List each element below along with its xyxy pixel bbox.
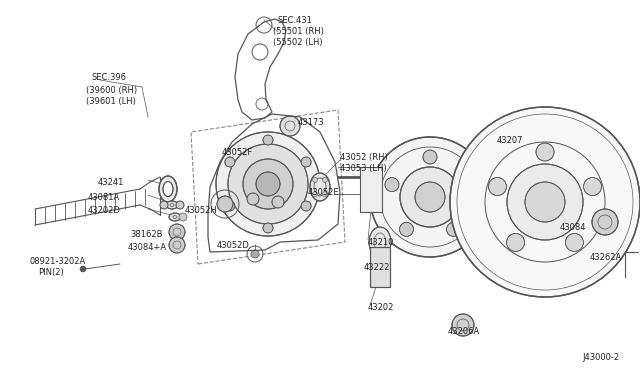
Circle shape — [247, 193, 259, 205]
Circle shape — [507, 234, 525, 251]
Text: 43206A: 43206A — [448, 327, 480, 337]
Ellipse shape — [312, 192, 317, 196]
Text: (39600 (RH): (39600 (RH) — [86, 86, 137, 94]
Circle shape — [80, 266, 86, 272]
Circle shape — [263, 223, 273, 233]
Text: 43207: 43207 — [497, 135, 524, 144]
Circle shape — [584, 177, 602, 196]
Circle shape — [423, 150, 437, 164]
Circle shape — [447, 222, 461, 236]
Text: 43210: 43210 — [368, 237, 394, 247]
Circle shape — [243, 159, 293, 209]
Text: 43053 (LH): 43053 (LH) — [340, 164, 387, 173]
Circle shape — [216, 132, 320, 236]
Circle shape — [399, 222, 413, 236]
Text: PIN(2): PIN(2) — [38, 269, 64, 278]
Circle shape — [507, 164, 583, 240]
Circle shape — [536, 143, 554, 161]
Circle shape — [160, 201, 168, 209]
Text: 43202: 43202 — [368, 302, 394, 311]
Circle shape — [169, 237, 185, 253]
Text: 43241: 43241 — [98, 177, 124, 186]
Text: 43222: 43222 — [364, 263, 390, 272]
Text: (55502 (LH): (55502 (LH) — [273, 38, 323, 46]
Text: 43262A: 43262A — [590, 253, 622, 262]
Circle shape — [272, 196, 284, 208]
Ellipse shape — [323, 177, 328, 182]
Text: 43052F: 43052F — [222, 148, 253, 157]
Circle shape — [280, 116, 300, 136]
Circle shape — [461, 178, 475, 192]
Circle shape — [169, 224, 185, 240]
Circle shape — [217, 196, 233, 212]
Circle shape — [251, 250, 259, 258]
Text: 08921-3202A: 08921-3202A — [30, 257, 86, 266]
Ellipse shape — [323, 192, 328, 196]
Bar — [360, 167, 382, 212]
Circle shape — [452, 314, 474, 336]
Circle shape — [179, 213, 187, 221]
Text: J43000-2: J43000-2 — [583, 353, 620, 362]
Ellipse shape — [159, 176, 177, 202]
Text: 43202D: 43202D — [88, 205, 121, 215]
Circle shape — [225, 201, 235, 211]
Circle shape — [565, 234, 584, 251]
Circle shape — [225, 157, 235, 167]
Circle shape — [228, 144, 308, 224]
Text: 43084: 43084 — [560, 222, 586, 231]
Text: 43173: 43173 — [298, 118, 324, 126]
Circle shape — [525, 182, 565, 222]
Text: 43052E: 43052E — [308, 187, 340, 196]
Circle shape — [400, 167, 460, 227]
Text: 43052D: 43052D — [217, 241, 250, 250]
Text: SEC.396: SEC.396 — [92, 73, 127, 81]
Circle shape — [385, 178, 399, 192]
Text: (55501 (RH): (55501 (RH) — [273, 26, 324, 35]
Text: 43052H: 43052H — [185, 205, 218, 215]
Text: 38162B: 38162B — [130, 230, 163, 238]
Circle shape — [488, 177, 506, 196]
Ellipse shape — [312, 177, 317, 182]
Circle shape — [301, 201, 311, 211]
Bar — [370, 247, 390, 287]
Bar — [370, 247, 390, 287]
Text: SEC.431: SEC.431 — [278, 16, 313, 25]
Circle shape — [256, 172, 280, 196]
Ellipse shape — [163, 182, 173, 196]
Text: 43052 (RH): 43052 (RH) — [340, 153, 388, 161]
Circle shape — [301, 157, 311, 167]
Circle shape — [370, 137, 490, 257]
Circle shape — [450, 107, 640, 297]
Text: (39601 (LH): (39601 (LH) — [86, 96, 136, 106]
Ellipse shape — [169, 213, 181, 221]
Circle shape — [263, 135, 273, 145]
Ellipse shape — [369, 227, 391, 257]
Circle shape — [176, 201, 184, 209]
Circle shape — [592, 209, 618, 235]
Text: 43084+A: 43084+A — [128, 243, 167, 251]
Ellipse shape — [310, 173, 330, 201]
Circle shape — [415, 182, 445, 212]
Ellipse shape — [166, 201, 178, 209]
Text: 43081A: 43081A — [88, 192, 120, 202]
